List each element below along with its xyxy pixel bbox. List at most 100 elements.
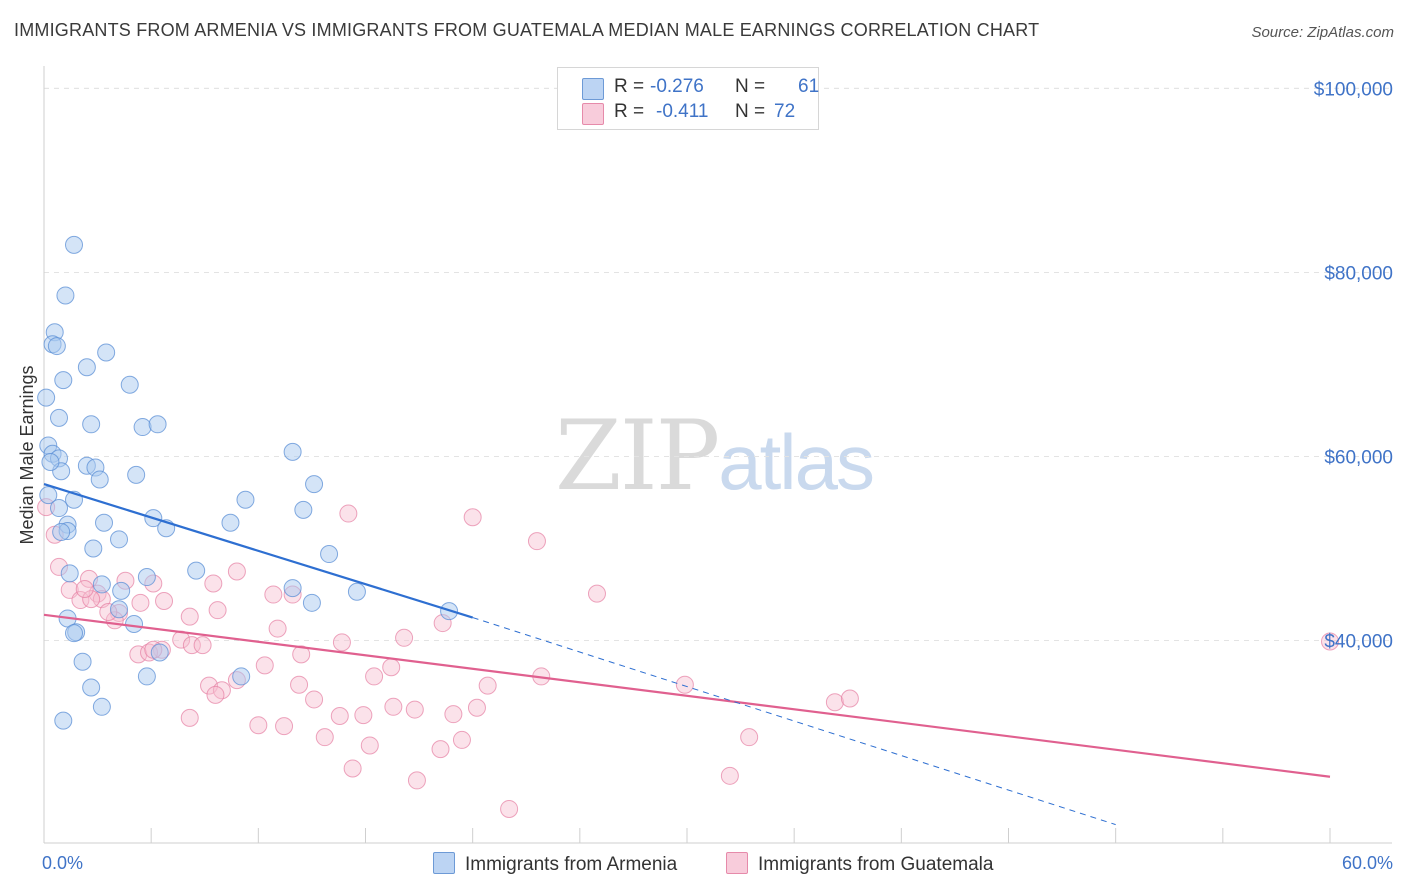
armenia-swatch	[582, 78, 604, 100]
watermark-atlas: atlas	[718, 418, 875, 506]
armenia-point	[82, 415, 101, 434]
armenia-point	[302, 593, 321, 612]
armenia-trend-line	[43, 483, 473, 619]
legend-n-value: 61	[798, 76, 820, 97]
chart-title: IMMIGRANTS FROM ARMENIA VS IMMIGRANTS FR…	[14, 20, 1040, 40]
guatemala-point	[155, 591, 174, 610]
guatemala-point	[431, 740, 450, 759]
guatemala-point	[268, 619, 287, 638]
armenia-point	[37, 388, 56, 407]
armenia-point	[137, 667, 156, 686]
y-tick-label: $80,000	[1324, 263, 1393, 284]
guatemala-point	[212, 681, 231, 700]
armenia-point	[283, 442, 302, 461]
armenia-point	[112, 581, 131, 600]
armenia-point	[133, 418, 152, 437]
guatemala-trend-line	[43, 613, 1331, 778]
bottom-legend-guatemala-label: Immigrants from Guatemala	[758, 854, 994, 875]
guatemala-point	[290, 675, 309, 694]
armenia-point	[125, 614, 144, 633]
legend-n-label: N =	[735, 101, 766, 122]
bottom-legend-armenia-label: Immigrants from Armenia	[465, 854, 678, 875]
guatemala-point	[395, 628, 414, 647]
guatemala-points	[37, 498, 1339, 818]
guatemala-point	[500, 799, 519, 818]
guatemala-swatch	[726, 852, 748, 874]
armenia-point	[84, 539, 103, 558]
armenia-point	[110, 600, 129, 619]
guatemala-point	[206, 685, 225, 704]
armenia-point	[82, 678, 101, 697]
guatemala-point	[407, 771, 426, 790]
legend-n-value: 72	[774, 101, 796, 122]
guatemala-point	[1321, 632, 1339, 651]
guatemala-point	[305, 690, 324, 709]
guatemala-point	[467, 698, 486, 717]
armenia-point	[65, 624, 84, 643]
armenia-point	[305, 475, 324, 494]
guatemala-point	[264, 585, 283, 604]
source-label: Source: ZipAtlas.com	[1251, 24, 1394, 41]
legend-r-label: R =	[614, 76, 645, 97]
armenia-point	[283, 579, 302, 598]
armenia-point	[347, 582, 366, 601]
armenia-point	[232, 667, 251, 686]
guatemala-point	[275, 717, 294, 736]
armenia-point	[95, 513, 114, 532]
armenia-point	[73, 652, 92, 671]
axes	[43, 66, 1392, 844]
armenia-point	[54, 371, 73, 390]
armenia-point	[77, 358, 96, 377]
armenia-point	[56, 286, 75, 305]
armenia-point	[97, 343, 116, 362]
armenia-point	[110, 530, 129, 549]
armenia-point	[50, 499, 69, 518]
guatemala-point	[182, 636, 201, 655]
armenia-point	[150, 643, 169, 662]
guatemala-point	[463, 508, 482, 527]
guatemala-point	[840, 689, 859, 708]
bottom-legend-armenia: Immigrants from Armenia	[433, 852, 677, 876]
guatemala-point	[675, 675, 694, 694]
armenia-point	[294, 500, 313, 519]
guatemala-point	[360, 736, 379, 755]
trend-lines	[43, 483, 1331, 826]
x-tick-label: 60.0%	[1342, 853, 1393, 873]
legend-r-label: R =	[614, 101, 645, 122]
armenia-point	[320, 545, 339, 564]
guatemala-point	[384, 697, 403, 716]
armenia-point	[221, 513, 240, 532]
guatemala-point	[332, 633, 351, 652]
armenia-point	[90, 470, 109, 489]
armenia-point	[187, 561, 206, 580]
armenia-point	[137, 568, 156, 587]
guatemala-point	[249, 716, 268, 735]
legend-r-value: -0.276	[650, 76, 704, 97]
watermark: ZIPatlas	[555, 400, 875, 512]
guatemala-point	[825, 693, 844, 712]
armenia-points	[37, 235, 459, 730]
guatemala-point	[343, 759, 362, 778]
guatemala-point	[131, 593, 150, 612]
armenia-point	[47, 337, 66, 356]
grid-lines	[44, 87, 1392, 642]
legend-r-value: -0.411	[656, 101, 709, 122]
armenia-point	[54, 711, 73, 730]
armenia-point	[236, 490, 255, 509]
y-tick-label: $60,000	[1324, 448, 1393, 469]
guatemala-point	[180, 607, 199, 626]
guatemala-point	[193, 636, 212, 655]
y-axis-label: Median Male Earnings	[17, 365, 37, 544]
armenia-point	[60, 564, 79, 583]
bottom-legend-guatemala: Immigrants from Guatemala	[726, 852, 993, 876]
guatemala-swatch	[582, 103, 604, 125]
x-tick-label: 0.0%	[42, 853, 83, 873]
guatemala-point	[208, 601, 227, 620]
armenia-swatch	[433, 852, 455, 874]
armenia-point	[39, 486, 58, 505]
armenia-trend-extension	[472, 617, 1116, 826]
guatemala-point	[405, 700, 424, 719]
guatemala-point	[255, 656, 274, 675]
guatemala-point	[527, 532, 546, 551]
